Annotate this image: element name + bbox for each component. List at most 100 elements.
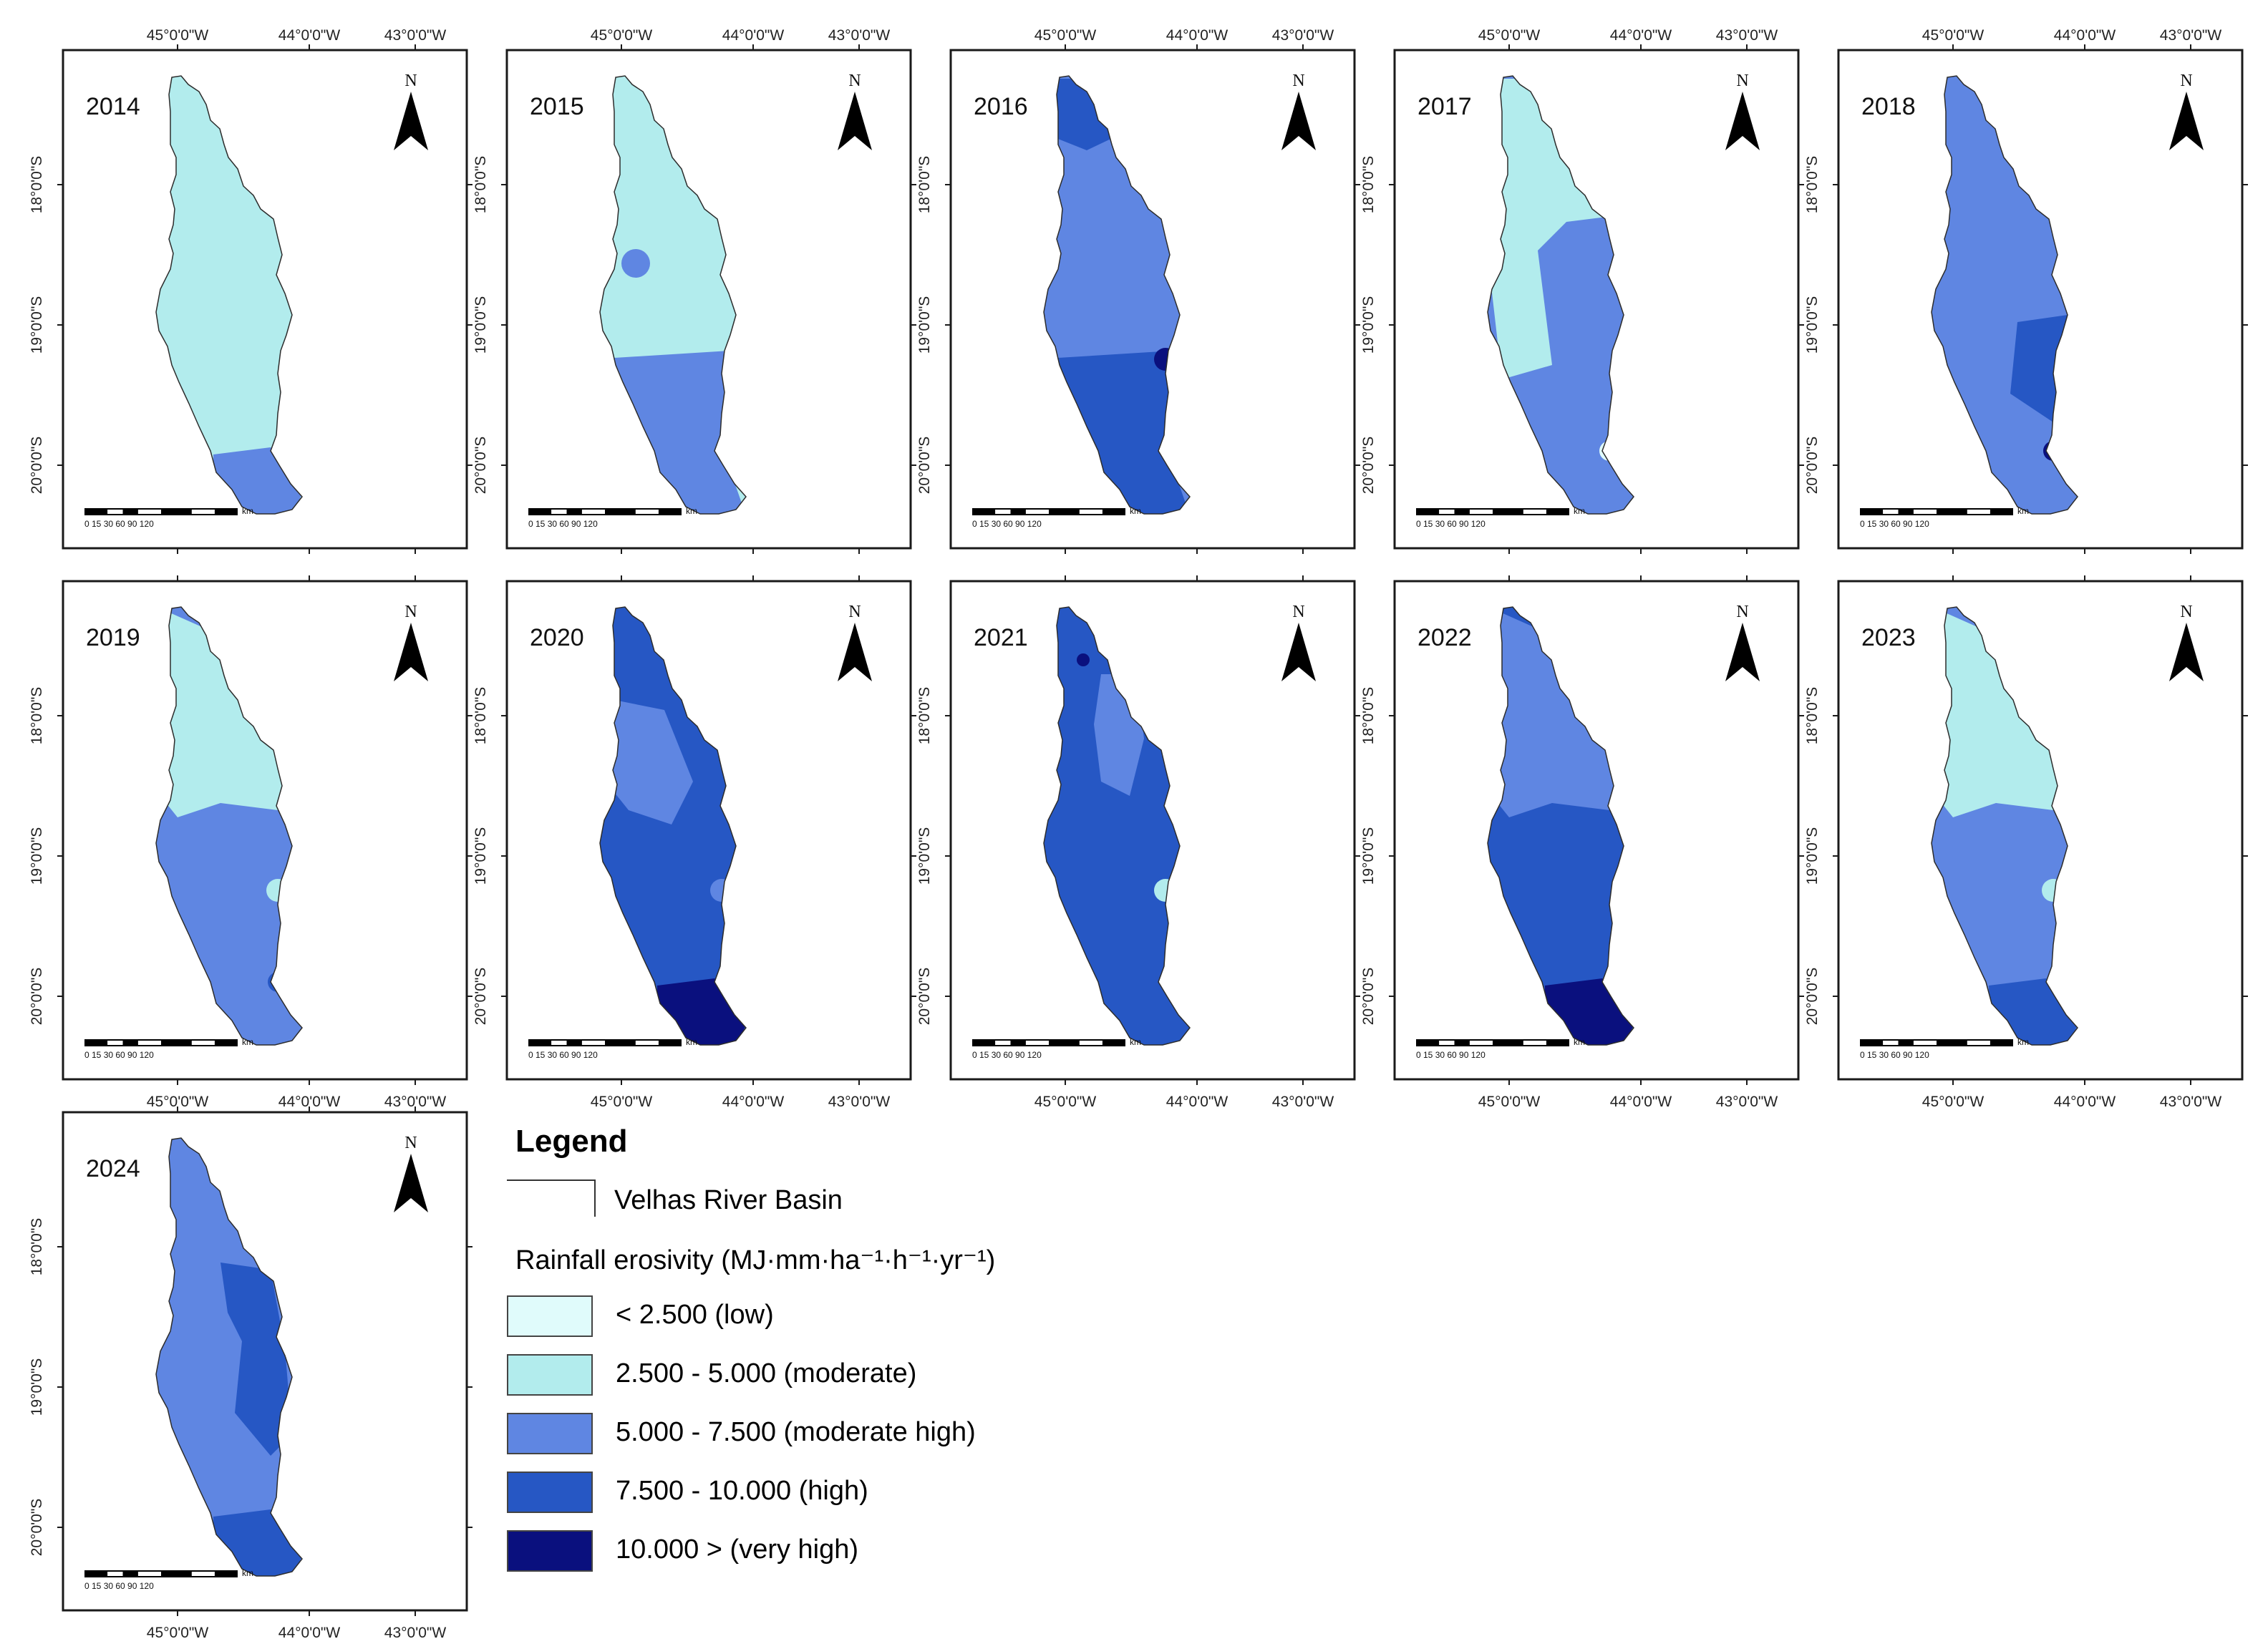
map-2024: 2024 N 45°0'0"W 44°0'0"W 43°0'0"W 18°0'0"S 19°… bbox=[29, 1106, 472, 1641]
zone-base bbox=[1932, 76, 2078, 514]
legend-label-high: 7.500 - 10.000 (high) bbox=[616, 1476, 868, 1506]
lon-label: 43°0'0"W bbox=[384, 1094, 447, 1110]
basin-outline bbox=[155, 606, 303, 1046]
map-frame bbox=[949, 580, 1356, 1081]
lat-label: 20°0'0"S bbox=[472, 437, 489, 495]
scale-unit: km bbox=[686, 1037, 697, 1047]
zone-circle_n bbox=[2019, 155, 2059, 195]
legend: Legend Velhas River Basin Rainfall erosi… bbox=[501, 1124, 1217, 1582]
erosivity-zones bbox=[1932, 607, 2078, 1045]
legend-class-low: < 2.500 (low) bbox=[507, 1295, 1151, 1340]
lon-label: 44°0'0"W bbox=[278, 1094, 341, 1110]
north-arrow-icon: N bbox=[394, 603, 428, 681]
year-label: 2017 bbox=[1418, 93, 1472, 120]
scale-ticks: 0 15 30 60 90 120 bbox=[84, 1581, 154, 1591]
legend-label-very_high: 10.000 > (very high) bbox=[616, 1534, 859, 1565]
lon-label: 44°0'0"W bbox=[2054, 27, 2116, 44]
map-frame bbox=[62, 49, 468, 550]
legend-class-high: 7.500 - 10.000 (high) bbox=[507, 1472, 1151, 1516]
north-letter: N bbox=[2180, 72, 2192, 90]
legend-class-moderate: 2.500 - 5.000 (moderate) bbox=[507, 1354, 1151, 1399]
lat-label: 20°0'0"S bbox=[29, 1499, 45, 1557]
legend-basin-label: Velhas River Basin bbox=[614, 1185, 843, 1215]
lon-label: 45°0'0"W bbox=[591, 27, 653, 44]
basin-outline bbox=[155, 1137, 303, 1577]
scale-ticks: 0 15 30 60 90 120 bbox=[528, 1050, 598, 1060]
lat-label: 20°0'0"S bbox=[29, 968, 45, 1026]
lat-label: 19°0'0"S bbox=[472, 296, 489, 354]
basin-outline bbox=[1487, 75, 1634, 515]
lon-label: 44°0'0"W bbox=[1166, 27, 1228, 44]
map-2017: 2017 N 45°0'0"W 44°0'0"W 43°0'0"W 18°0'0"S 19°… bbox=[1360, 27, 1804, 554]
zone-base bbox=[1044, 607, 1190, 1045]
lat-label: 20°0'0"S bbox=[916, 437, 933, 495]
north-letter: N bbox=[848, 72, 861, 90]
lon-label: 44°0'0"W bbox=[1166, 1094, 1228, 1110]
year-label: 2024 bbox=[86, 1155, 140, 1182]
scale-ticks: 0 15 30 60 90 120 bbox=[1860, 1050, 1929, 1060]
erosivity-zones bbox=[1488, 76, 1634, 514]
lon-label: 44°0'0"W bbox=[278, 1625, 341, 1641]
basin-outline bbox=[1043, 606, 1191, 1046]
lon-label: 44°0'0"W bbox=[722, 27, 785, 44]
zone-dot_w bbox=[621, 249, 650, 278]
lon-label: 43°0'0"W bbox=[384, 1625, 447, 1641]
year-label: 2019 bbox=[86, 624, 140, 651]
legend-swatch-low bbox=[507, 1295, 593, 1337]
zone-north_cap bbox=[156, 610, 292, 817]
lat-label: 19°0'0"S bbox=[916, 827, 933, 885]
north-letter: N bbox=[404, 603, 417, 621]
legend-label-moderate: 2.500 - 5.000 (moderate) bbox=[616, 1358, 917, 1388]
north-arrow-icon: N bbox=[1725, 603, 1760, 681]
year-label: 2015 bbox=[530, 93, 584, 120]
erosivity-zones bbox=[1488, 607, 1634, 1045]
lat-label: 19°0'0"S bbox=[29, 296, 45, 354]
scale-bar: 0 15 30 60 90 120 km bbox=[1860, 506, 2029, 529]
lon-label: 43°0'0"W bbox=[1716, 27, 1778, 44]
map-2018: 2018 N 45°0'0"W 44°0'0"W 43°0'0"W 18°0'0"S 19°… bbox=[1804, 27, 2248, 554]
map-frame bbox=[1393, 580, 1800, 1081]
map-frame bbox=[1837, 580, 2244, 1081]
zone-dot_e bbox=[2042, 879, 2065, 902]
scale-ticks: 0 15 30 60 90 120 bbox=[84, 1050, 154, 1060]
scale-bar: 0 15 30 60 90 120 km bbox=[1860, 1037, 2029, 1060]
map-frame bbox=[949, 49, 1356, 550]
zone-base bbox=[156, 76, 302, 514]
scale-bar: 0 15 30 60 90 120 km bbox=[528, 1037, 697, 1060]
lon-label: 44°0'0"W bbox=[1610, 1094, 1672, 1110]
basin-outline bbox=[599, 606, 747, 1046]
scale-bar: 0 15 30 60 90 120 km bbox=[972, 1037, 1141, 1060]
lon-label: 44°0'0"W bbox=[1610, 27, 1672, 44]
north-letter: N bbox=[1292, 603, 1304, 621]
erosivity-zones bbox=[156, 1138, 302, 1576]
scale-unit: km bbox=[1574, 506, 1585, 516]
map-frame bbox=[62, 1111, 468, 1612]
lon-label: 45°0'0"W bbox=[1034, 27, 1097, 44]
north-letter: N bbox=[404, 1134, 417, 1152]
legend-swatch-moderate_high bbox=[507, 1413, 593, 1454]
zone-west_blob bbox=[600, 696, 693, 824]
lat-label: 19°0'0"S bbox=[29, 1358, 45, 1416]
scale-bar: 0 15 30 60 90 120 km bbox=[84, 1568, 253, 1591]
lat-label: 18°0'0"S bbox=[472, 156, 489, 214]
zone-base bbox=[600, 607, 746, 1045]
legend-label-low: < 2.500 (low) bbox=[616, 1300, 774, 1330]
year-label: 2018 bbox=[1861, 93, 1916, 120]
lat-label: 18°0'0"S bbox=[916, 156, 933, 214]
lon-label: 43°0'0"W bbox=[1272, 1094, 1334, 1110]
year-label: 2022 bbox=[1418, 624, 1472, 651]
basin-outline bbox=[155, 75, 303, 515]
lat-label: 20°0'0"S bbox=[1360, 437, 1377, 495]
north-letter: N bbox=[1736, 603, 1748, 621]
scale-bar: 0 15 30 60 90 120 km bbox=[1416, 1037, 1585, 1060]
year-label: 2020 bbox=[530, 624, 584, 651]
scale-ticks: 0 15 30 60 90 120 bbox=[1416, 519, 1486, 529]
erosivity-zones bbox=[600, 607, 746, 1045]
lat-label: 20°0'0"S bbox=[1360, 968, 1377, 1026]
year-label: 2023 bbox=[1861, 624, 1916, 651]
basin-line-symbol bbox=[507, 1179, 596, 1217]
lon-label: 45°0'0"W bbox=[147, 1094, 209, 1110]
lon-label: 45°0'0"W bbox=[147, 1625, 209, 1641]
scale-unit: km bbox=[2017, 1037, 2029, 1047]
erosivity-zones bbox=[156, 76, 302, 514]
